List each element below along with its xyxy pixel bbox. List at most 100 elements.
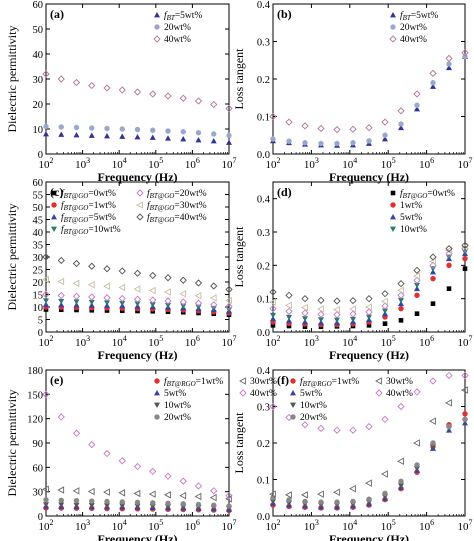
data-point xyxy=(209,493,217,502)
data-point xyxy=(301,309,309,317)
data-point xyxy=(165,302,171,309)
legend-marker xyxy=(375,377,382,385)
data-point xyxy=(57,277,65,286)
legend-marker xyxy=(239,389,247,397)
x-tick-label: 106 xyxy=(185,156,200,171)
x-tick-label: 103 xyxy=(75,156,90,171)
x-tick-label: 103 xyxy=(304,334,319,349)
data-point xyxy=(398,305,404,312)
data-point xyxy=(226,139,232,145)
series-20wt xyxy=(43,497,232,509)
legend: fBT@RGO=1wt%5wt% 10wt% 20wt% 30wt% 40wt% xyxy=(154,376,277,423)
data-point xyxy=(42,290,50,299)
legend-marker xyxy=(153,35,161,43)
data-point xyxy=(333,311,341,319)
data-point xyxy=(43,123,49,130)
x-tick-label: 107 xyxy=(458,334,473,349)
data-point xyxy=(285,118,293,126)
data-point xyxy=(210,487,218,495)
data-point xyxy=(58,502,65,508)
legend-marker xyxy=(390,214,396,220)
legend-marker xyxy=(136,201,143,209)
data-point xyxy=(72,292,81,300)
data-point xyxy=(134,301,141,307)
x-tick-label: 107 xyxy=(222,156,237,171)
data-point xyxy=(104,133,110,139)
data-point xyxy=(414,106,420,112)
data-point xyxy=(398,318,404,323)
legend: fBT@GO=0wt%fBT@GO=1wt%fBT@GO=5wt%fBT@GO=… xyxy=(51,188,207,236)
data-point xyxy=(43,131,49,137)
data-point xyxy=(164,472,172,480)
data-point xyxy=(334,499,340,505)
data-point xyxy=(149,504,156,510)
data-point xyxy=(72,279,80,288)
data-point xyxy=(413,276,421,284)
data-point xyxy=(195,137,202,143)
y-tick-label: 35 xyxy=(33,241,44,252)
legend-marker xyxy=(290,378,296,384)
data-point xyxy=(333,426,341,434)
data-point xyxy=(43,502,49,508)
data-point xyxy=(58,298,65,305)
y-tick-label: 15 xyxy=(33,291,44,302)
legend-marker xyxy=(390,12,396,18)
data-point xyxy=(88,299,95,306)
data-point xyxy=(42,390,50,398)
y-tick-label: 0.2 xyxy=(257,75,270,86)
legend-label: fBT@RGO=1wt% xyxy=(164,376,223,388)
data-point xyxy=(270,136,276,142)
data-point xyxy=(430,440,436,446)
data-point xyxy=(301,491,308,499)
data-point xyxy=(366,496,372,502)
legend-label: 20wt% xyxy=(400,23,427,33)
y-tick-label: 55 xyxy=(33,191,44,202)
data-point xyxy=(349,125,357,133)
data-point xyxy=(58,497,64,503)
y-tick-label: 50 xyxy=(33,25,44,36)
legend-label: 1wt% xyxy=(400,201,422,211)
x-tick-label: 103 xyxy=(304,518,319,533)
x-tick-label: 106 xyxy=(185,518,200,533)
data-point xyxy=(414,285,420,292)
series-20wt xyxy=(270,53,468,147)
data-point xyxy=(445,371,453,380)
x-tick-label: 104 xyxy=(342,518,357,533)
data-point xyxy=(461,386,468,394)
data-point xyxy=(414,282,420,289)
data-point xyxy=(149,296,157,304)
data-point xyxy=(317,305,324,313)
legend-label: 20wt% xyxy=(164,413,191,423)
data-point xyxy=(398,300,404,307)
y-axis-label: Dielectric permittivity xyxy=(5,26,19,133)
data-point xyxy=(58,124,64,130)
data-point xyxy=(285,307,293,315)
x-tick-label: 104 xyxy=(112,518,127,533)
data-point xyxy=(226,503,232,509)
data-point xyxy=(87,280,95,289)
y-tick-label: 0 xyxy=(38,512,43,523)
data-point xyxy=(225,495,232,503)
x-tick-label: 105 xyxy=(381,156,396,171)
data-point xyxy=(73,299,80,305)
data-point xyxy=(270,315,276,322)
panel-label: (b) xyxy=(277,7,292,21)
data-point xyxy=(446,286,452,291)
x-tick-label: 106 xyxy=(185,334,200,349)
series-40wt xyxy=(269,371,469,434)
data-point xyxy=(103,84,111,92)
data-point xyxy=(118,294,126,303)
data-point xyxy=(210,305,217,312)
series-10wt xyxy=(43,298,232,313)
y-axis-label: Loss tangent xyxy=(232,48,246,110)
data-point xyxy=(414,292,420,299)
data-point xyxy=(210,100,218,109)
data-point xyxy=(317,124,325,133)
data-point xyxy=(43,298,49,304)
data-point xyxy=(414,466,420,472)
series-5wt xyxy=(270,419,468,510)
data-point xyxy=(381,118,389,126)
panel-c: 102 103 104 105 106 1070510152025303540455055… xyxy=(5,178,237,362)
data-point xyxy=(429,253,437,261)
plot-frame xyxy=(45,369,230,517)
